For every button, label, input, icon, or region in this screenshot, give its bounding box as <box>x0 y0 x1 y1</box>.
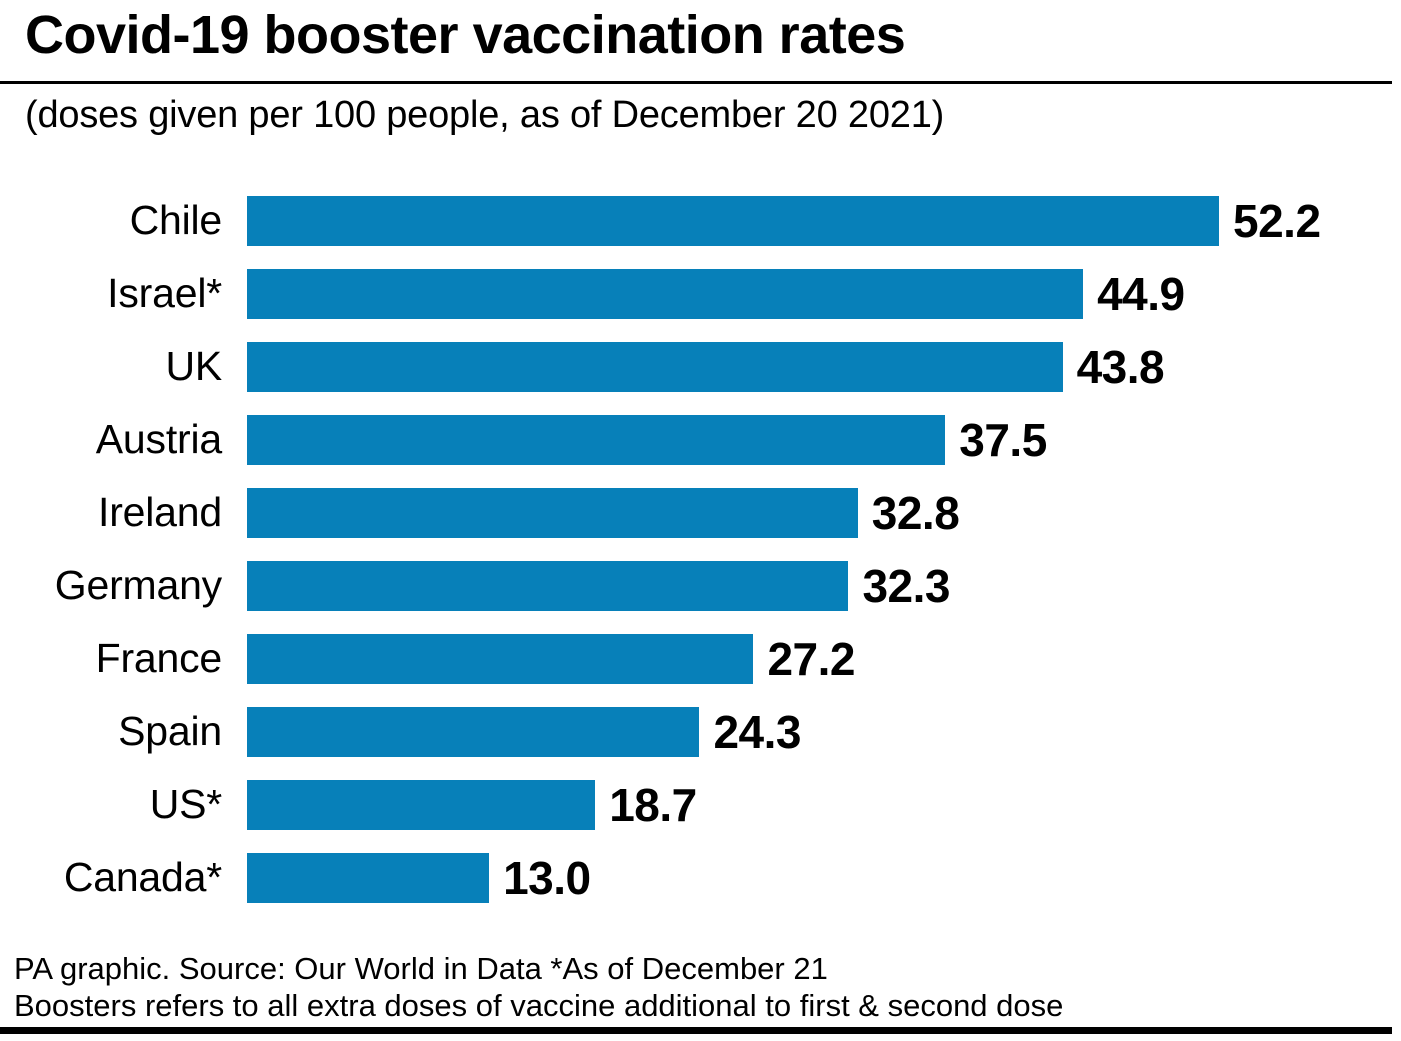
bar-track: 24.3 <box>247 705 1401 759</box>
bar-track: 52.2 <box>247 194 1401 248</box>
bar-row: Austria 37.5 <box>0 403 1401 476</box>
bar <box>247 268 1084 319</box>
bar-row: Israel* 44.9 <box>0 257 1401 330</box>
bar-row: US* 18.7 <box>0 768 1401 841</box>
bar-label: UK <box>165 343 222 389</box>
bar-value: 27.2 <box>767 632 855 685</box>
bar-track: 43.8 <box>247 340 1401 394</box>
bar <box>247 633 754 684</box>
bar-label: Canada* <box>63 854 222 900</box>
bar-label: Israel* <box>107 270 222 316</box>
bar-row: Chile 52.2 <box>0 184 1401 257</box>
bar-value: 44.9 <box>1097 267 1185 320</box>
bar-track: 44.9 <box>247 267 1401 321</box>
bar-track: 37.5 <box>247 413 1401 467</box>
bar-label: US* <box>149 781 223 827</box>
bar-label: France <box>95 635 223 681</box>
bar-label: Chile <box>129 197 223 243</box>
bar-row: France 27.2 <box>0 622 1401 695</box>
source-note: PA graphic. Source: Our World in Data *A… <box>14 950 1063 1024</box>
bar-label: Austria <box>95 416 222 462</box>
bar <box>247 779 596 830</box>
bar-track: 32.8 <box>247 486 1401 540</box>
bar-value: 13.0 <box>503 851 591 904</box>
bottom-rule <box>0 1027 1392 1034</box>
bar <box>247 560 849 611</box>
bar-label: Spain <box>118 708 222 754</box>
bar-row: Germany 32.3 <box>0 549 1401 622</box>
bar-row: Canada* 13.0 <box>0 841 1401 914</box>
bar-chart: Chile 52.2 Israel* 44.9 UK 43.8 Austria 37.5 Ire… <box>0 184 1401 914</box>
bar-value: 18.7 <box>609 778 697 831</box>
bar-row: Ireland 32.8 <box>0 476 1401 549</box>
bar <box>247 706 700 757</box>
bar-label: Germany <box>54 562 222 608</box>
bar-value: 37.5 <box>959 413 1047 466</box>
bar-value: 32.8 <box>871 486 960 539</box>
bar-label: Ireland <box>98 489 222 535</box>
definition-line: Boosters refers to all extra doses of va… <box>14 988 1064 1023</box>
bar-value: 52.2 <box>1233 194 1321 247</box>
title-divider-rule <box>0 81 1392 84</box>
chart-title: Covid-19 booster vaccination rates <box>25 5 906 65</box>
chart-subtitle: (doses given per 100 people, as of Decem… <box>25 94 945 136</box>
source-line: PA graphic. Source: Our World in Data *A… <box>14 951 828 986</box>
bar-row: Spain 24.3 <box>0 695 1401 768</box>
bar-track: 13.0 <box>247 851 1401 905</box>
bar <box>247 195 1219 246</box>
bar <box>247 414 946 465</box>
bar-value: 43.8 <box>1076 340 1165 393</box>
bar-value: 24.3 <box>713 705 801 758</box>
bar-track: 32.3 <box>247 559 1401 613</box>
bar-value: 32.3 <box>862 559 950 612</box>
bar <box>247 341 1063 392</box>
bar-row: UK 43.8 <box>0 330 1401 403</box>
bar-track: 27.2 <box>247 632 1401 686</box>
bar <box>247 852 490 903</box>
bar <box>247 487 858 538</box>
bar-track: 18.7 <box>247 778 1401 832</box>
